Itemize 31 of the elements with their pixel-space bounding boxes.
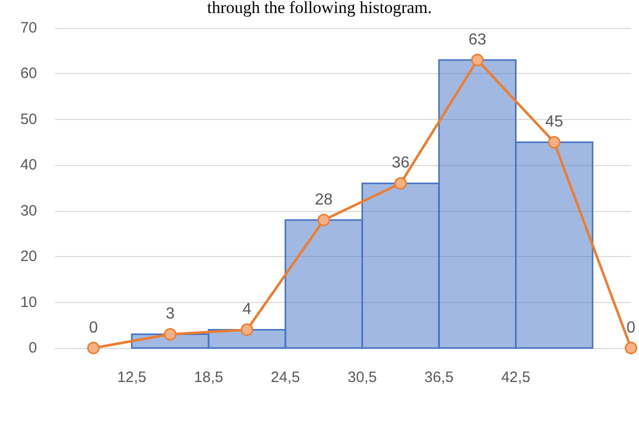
- y-tick-label: 20: [20, 248, 37, 266]
- x-tick-label: 36,5: [424, 369, 454, 386]
- y-tick-label: 40: [20, 156, 37, 174]
- data-label: 4: [242, 300, 252, 318]
- point: [394, 177, 407, 190]
- point: [548, 136, 560, 149]
- y-tick-label: 10: [20, 294, 37, 311]
- y-tick-label: 60: [20, 65, 37, 82]
- data-label: 0: [626, 319, 636, 336]
- point: [87, 342, 100, 354]
- point: [240, 323, 254, 336]
- data-label: 36: [392, 154, 410, 172]
- x-tick-label: 24,5: [270, 369, 300, 386]
- y-tick-label: 30: [20, 202, 37, 220]
- x-tick-label: 42,5: [501, 369, 530, 386]
- x-tick-label: 18,5: [194, 369, 224, 386]
- point: [624, 342, 638, 354]
- data-label: 45: [545, 114, 564, 131]
- data-label: 63: [468, 31, 486, 48]
- x-tick-label: 12,5: [117, 369, 146, 386]
- x-tick-label: 30,5: [348, 369, 377, 386]
- y-tick-label: 50: [20, 110, 37, 128]
- chart-title: through the following histogram.: [207, 0, 432, 17]
- data-label: 3: [166, 306, 175, 323]
- y-tick-label: 0: [28, 340, 37, 356]
- data-label: 28: [314, 191, 333, 208]
- point: [471, 54, 484, 66]
- data-label: 0: [88, 319, 98, 336]
- y-tick-label: 70: [20, 20, 37, 36]
- point: [318, 214, 330, 226]
- point: [164, 328, 176, 341]
